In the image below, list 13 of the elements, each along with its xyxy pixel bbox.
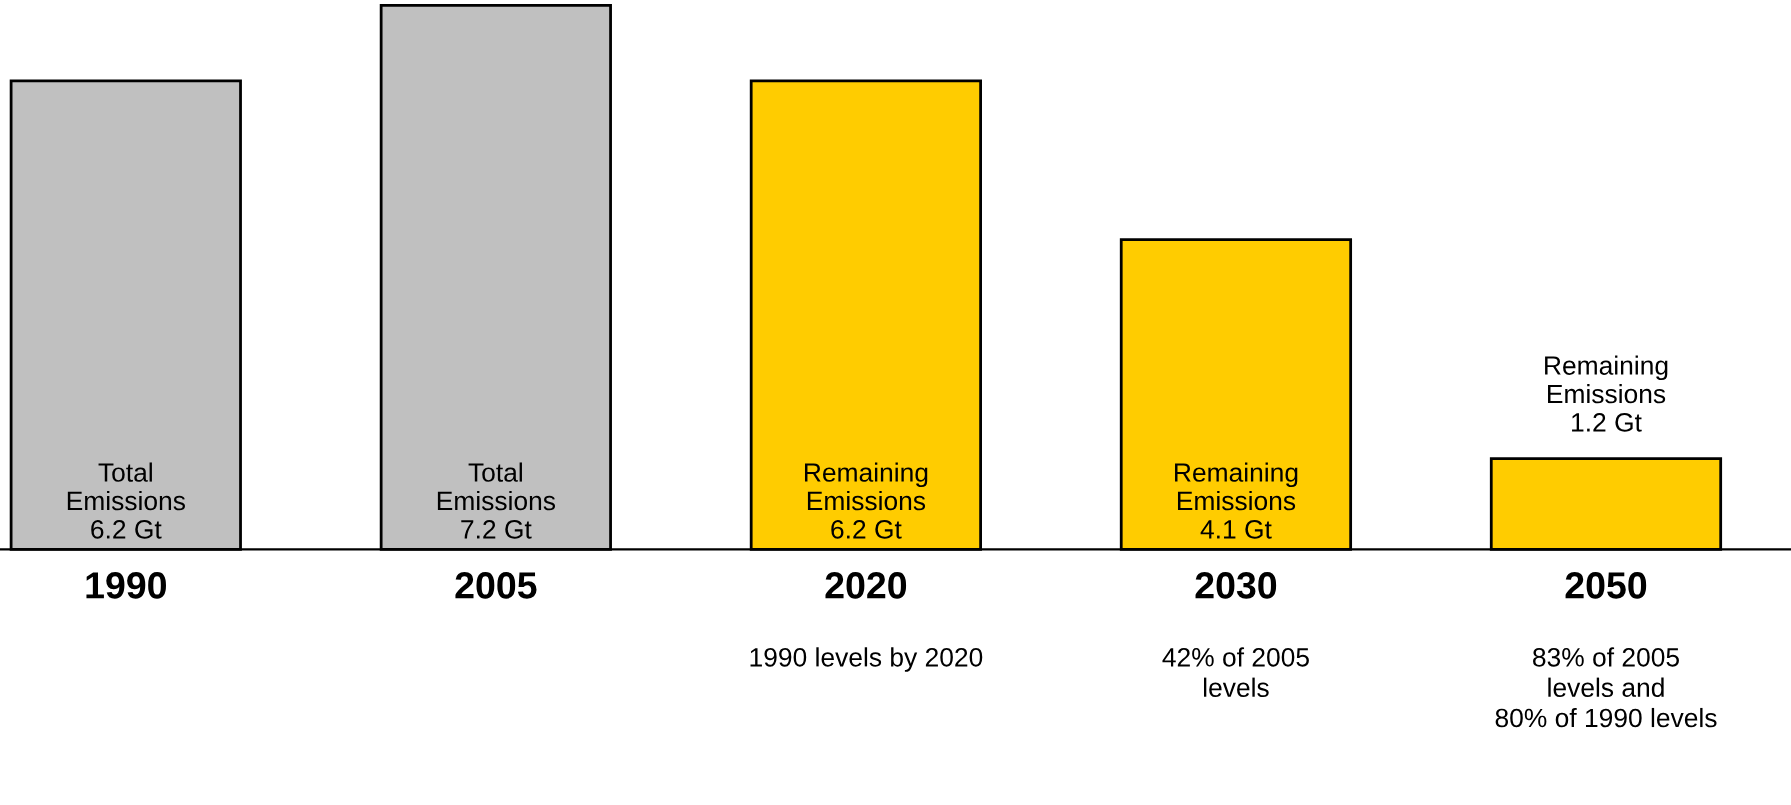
x-tick-label: 1990 (86, 572, 166, 599)
data-label: Remaining Emissions 6.2 Gt (804, 462, 928, 539)
x-tick-label: 2030 (1195, 572, 1277, 599)
x-tick-label: 2050 (1565, 572, 1647, 599)
x-tick-label: 2020 (825, 572, 907, 599)
data-label: Total Emissions 7.2 Gt (437, 462, 556, 539)
x-tick-label: 2005 (455, 572, 537, 599)
text: 83% of 2005 levels and 80% of 1990 levels (1495, 647, 1717, 728)
data-label: Total Emissions 6.2 Gt (67, 462, 185, 539)
data-label: Remaining Emissions 1.2 Gt (1545, 355, 1668, 432)
data-label: Remaining Emissions 4.1 Gt (1175, 462, 1298, 539)
text: 42% of 2005 levels (1162, 647, 1309, 697)
text: 1990 levels by 2020 (750, 647, 983, 672)
